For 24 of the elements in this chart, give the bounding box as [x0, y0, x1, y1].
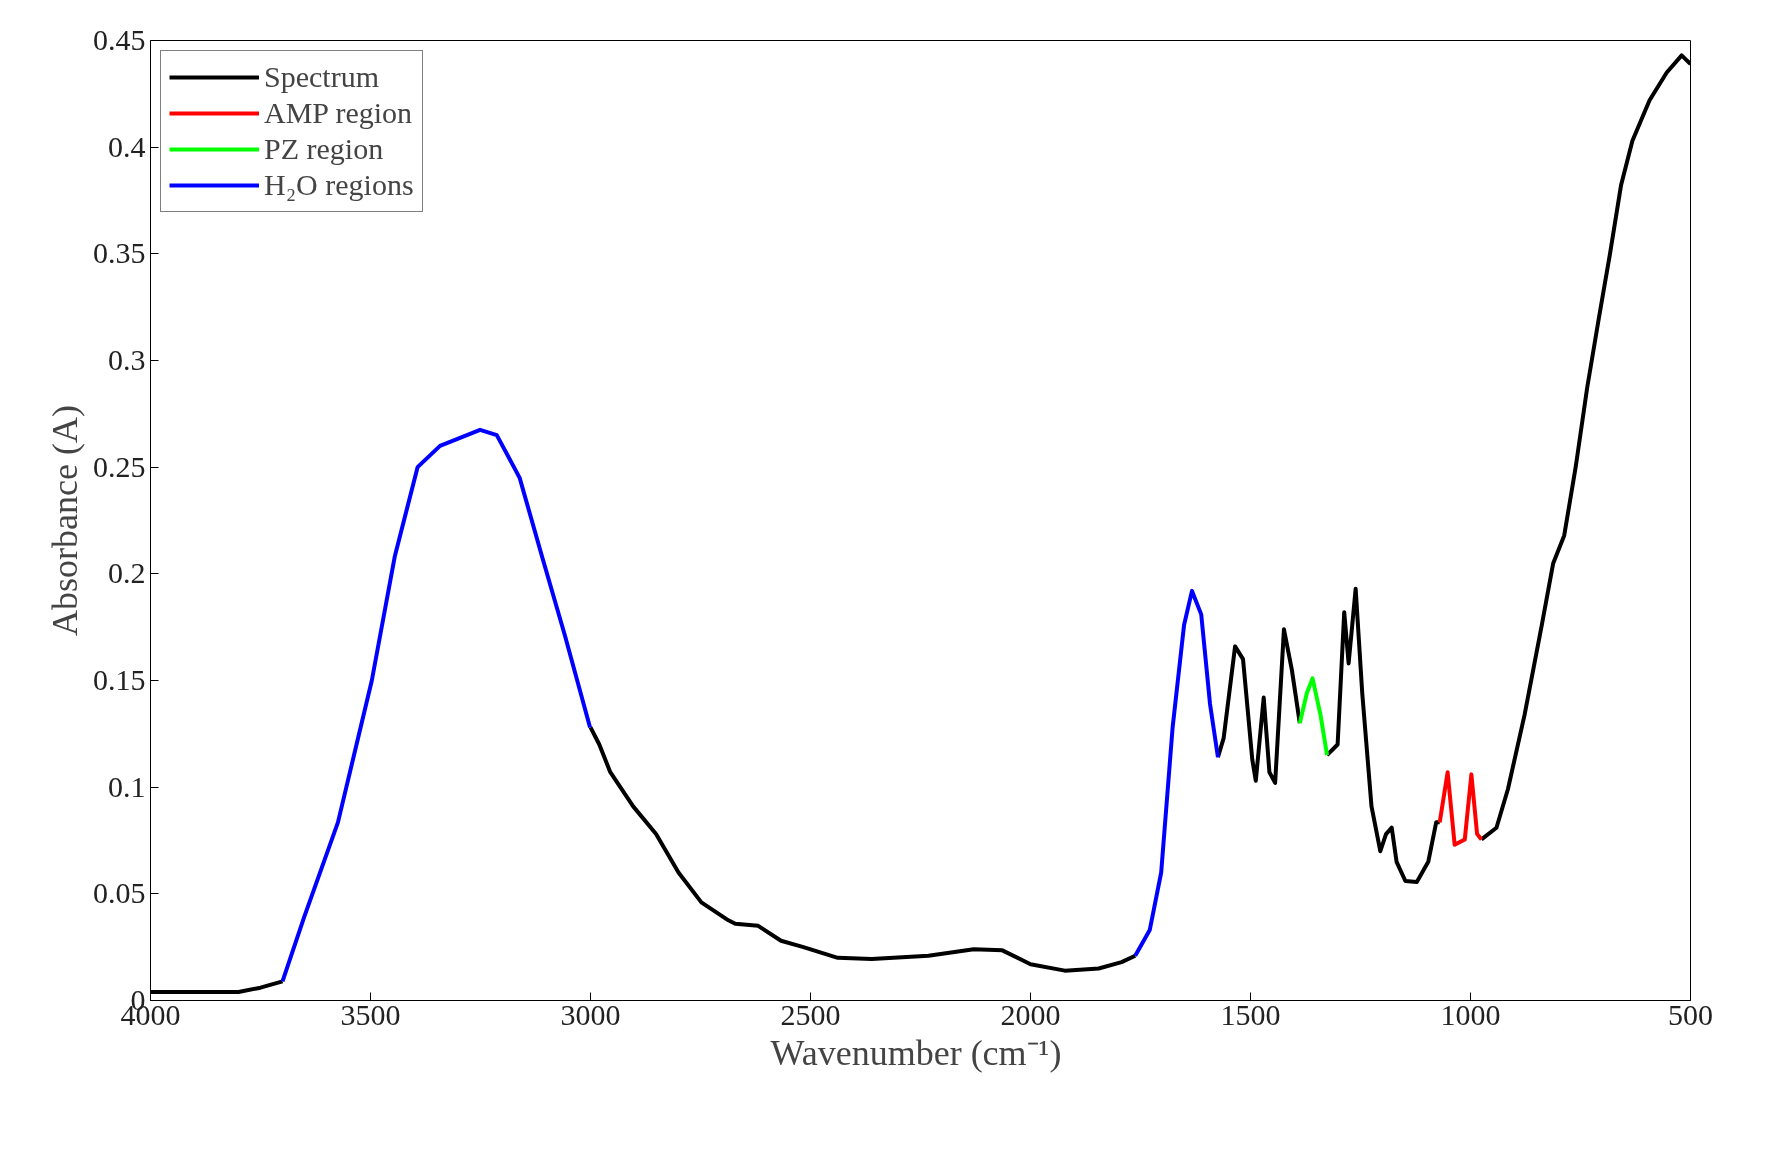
- y-tick-label: 0.2: [108, 556, 146, 590]
- x-tick-label: 3500: [340, 997, 401, 1031]
- y-tick-label: 0.05: [93, 876, 146, 910]
- legend-label: AMP region: [264, 95, 413, 131]
- x-tick-label: 1500: [1220, 997, 1281, 1031]
- y-tick-label: 0.15: [93, 663, 146, 696]
- x-tick-label: 500: [1668, 997, 1713, 1031]
- y-tick-label: 0.35: [93, 236, 146, 270]
- x-tick-label: 3000: [560, 997, 621, 1031]
- line-series: [1297, 676, 1330, 758]
- x-axis-title: Wavenumber (cm⁻¹): [770, 1032, 1062, 1073]
- x-tick-label: 2500: [780, 997, 841, 1031]
- legend-label: PZ region: [264, 131, 384, 167]
- y-tick-label: 0.25: [93, 449, 146, 483]
- x-tick-label: 2000: [1000, 997, 1061, 1031]
- y-tick-label: 0.4: [108, 129, 146, 163]
- legend-label: H₂O regions: [264, 167, 414, 203]
- y-axis-title: Absorbance (A): [45, 405, 85, 636]
- y-tick-label: 0.3: [108, 343, 146, 376]
- y-tick-label: 0.1: [108, 769, 146, 803]
- legend-label: Spectrum: [264, 59, 379, 95]
- y-tick-label: 0.45: [93, 23, 146, 56]
- line-series: [1437, 770, 1484, 847]
- x-tick-label: 1000: [1440, 997, 1501, 1031]
